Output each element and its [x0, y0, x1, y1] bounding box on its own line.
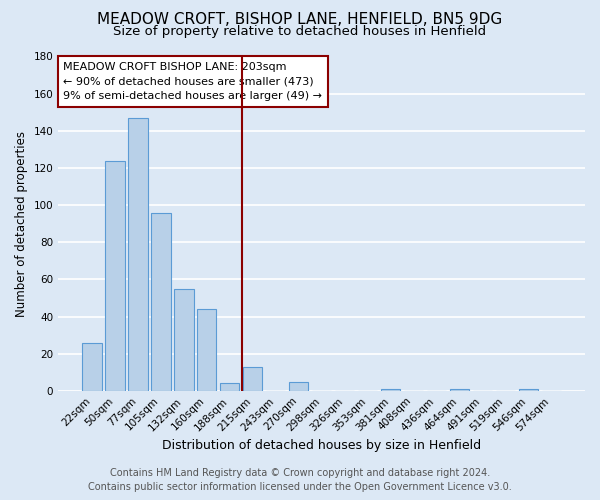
- Bar: [518, 389, 538, 391]
- Text: Contains HM Land Registry data © Crown copyright and database right 2024.
Contai: Contains HM Land Registry data © Crown c…: [88, 468, 512, 492]
- Y-axis label: Number of detached properties: Number of detached properties: [15, 130, 28, 316]
- Text: Size of property relative to detached houses in Henfield: Size of property relative to detached ho…: [113, 25, 487, 38]
- Bar: [197, 309, 217, 391]
- Bar: [381, 389, 400, 391]
- Bar: [449, 389, 469, 391]
- Bar: [82, 342, 101, 391]
- Text: MEADOW CROFT, BISHOP LANE, HENFIELD, BN5 9DG: MEADOW CROFT, BISHOP LANE, HENFIELD, BN5…: [97, 12, 503, 28]
- Bar: [289, 382, 308, 391]
- Bar: [174, 288, 194, 391]
- Bar: [105, 160, 125, 391]
- Bar: [128, 118, 148, 391]
- X-axis label: Distribution of detached houses by size in Henfield: Distribution of detached houses by size …: [162, 440, 481, 452]
- Bar: [243, 366, 262, 391]
- Bar: [220, 384, 239, 391]
- Bar: [151, 212, 170, 391]
- Text: MEADOW CROFT BISHOP LANE: 203sqm
← 90% of detached houses are smaller (473)
9% o: MEADOW CROFT BISHOP LANE: 203sqm ← 90% o…: [64, 62, 322, 101]
